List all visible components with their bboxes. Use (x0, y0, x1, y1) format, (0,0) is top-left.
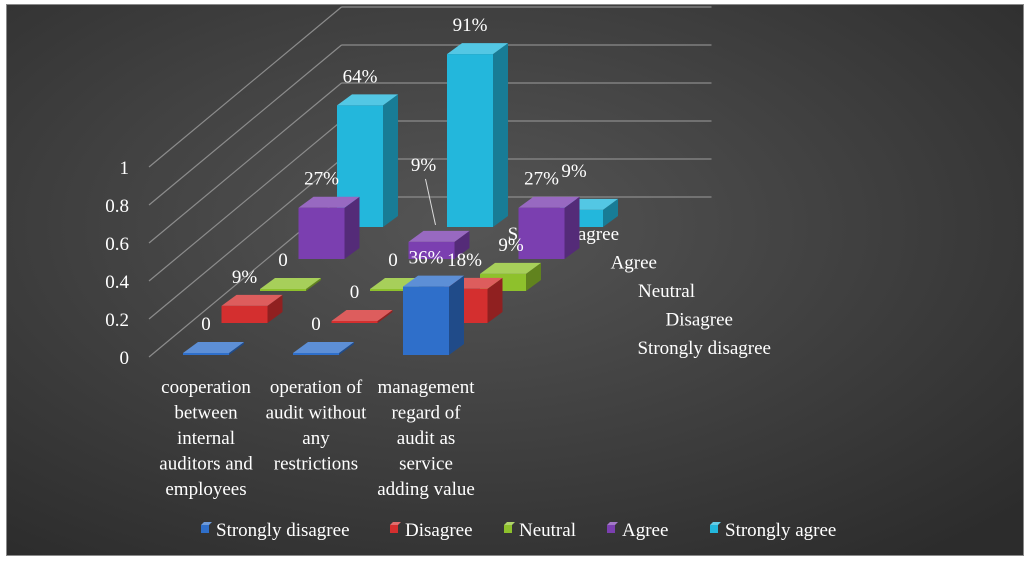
y-tick-label: 0 (120, 348, 130, 369)
chart-frame: 0 0.2 0.4 0.6 0.8 1 Strongly disagree Disagree… (6, 4, 1024, 556)
depth-axis-label: Agree (611, 253, 657, 274)
category-label-line: auditors and (159, 454, 253, 475)
legend-swatch (504, 525, 512, 533)
legend-label: Disagree (405, 520, 473, 541)
category-label-line: operation of (270, 377, 363, 398)
bar (221, 294, 283, 323)
gridline-side (148, 82, 342, 244)
y-tick-label: 0.8 (105, 196, 129, 217)
gridline-side (148, 158, 342, 320)
bar (260, 278, 321, 291)
category-label-line: management (377, 377, 475, 398)
legend-swatch (201, 525, 209, 533)
legend-label: Strongly disagree (216, 520, 350, 541)
data-label: 0 (201, 314, 211, 335)
category-label-line: any (302, 428, 330, 449)
category-label-line: audit without (266, 403, 368, 424)
depth-axis-label: Disagree (665, 310, 733, 331)
legend-label: Neutral (519, 520, 576, 541)
back-wall-gridlines (148, 6, 712, 358)
data-label: 27% (304, 169, 339, 190)
data-label: 36% (409, 248, 444, 269)
category-label-line: adding value (377, 479, 475, 500)
data-labels: 64%91%9%27%9%27%0 09%9%018%0 036% (201, 15, 587, 335)
legend-swatch (607, 525, 615, 533)
category-label-line: between (174, 403, 238, 424)
legend-label: Strongly agree (725, 520, 836, 541)
depth-axis-label: Strongly disagree (637, 338, 771, 359)
bar (183, 342, 244, 355)
bar (403, 275, 464, 355)
bar (293, 342, 354, 355)
legend-swatch (390, 525, 398, 533)
bars (183, 43, 618, 355)
bar (447, 43, 508, 227)
y-tick-label: 1 (120, 158, 130, 179)
legend-swatch-top (390, 522, 401, 525)
depth-axis-label: Neutral (638, 281, 695, 302)
legend-swatch-top (504, 522, 515, 525)
data-label: 18% (447, 250, 482, 271)
legend-swatch-top (710, 522, 721, 525)
category-label-line: cooperation (161, 377, 251, 398)
bar (518, 196, 580, 259)
legend: Strongly disagree Disagree Neutral Agree Str… (201, 520, 836, 541)
data-label: 0 (388, 250, 398, 271)
data-label: 91% (453, 15, 488, 36)
data-label: 9% (561, 161, 587, 182)
gridline-side (148, 120, 342, 282)
category-label-line: audit as (397, 428, 456, 449)
gridline-side (148, 44, 342, 206)
gridline-side (148, 6, 342, 168)
data-label: 27% (524, 169, 559, 190)
leader-line (425, 178, 436, 226)
legend-swatch-top (607, 522, 618, 525)
legend-swatch-top (201, 522, 212, 525)
y-tick-label: 0.4 (105, 272, 129, 293)
y-tick-label: 0.2 (105, 310, 129, 331)
category-label-line: service (399, 454, 453, 475)
category-label-line: regard of (391, 403, 461, 424)
bar (298, 196, 360, 259)
category-label-line: internal (177, 428, 235, 449)
bar (408, 230, 470, 259)
y-axis-ticks: 0 0.2 0.4 0.6 0.8 1 (105, 158, 129, 369)
category-label-line: employees (165, 479, 246, 500)
data-label: 9% (232, 267, 258, 288)
data-label: 0 (311, 314, 321, 335)
legend-label: Agree (622, 520, 668, 541)
data-label: 0 (278, 250, 288, 271)
category-axis-labels: cooperation between internal auditors and em… (159, 377, 475, 500)
bar (331, 310, 393, 323)
y-tick-label: 0.6 (105, 234, 129, 255)
data-label: 9% (411, 155, 437, 176)
data-label: 9% (498, 235, 524, 256)
data-label: 64% (343, 66, 378, 87)
category-label-line: restrictions (274, 454, 358, 475)
chart-3d-column: 0 0.2 0.4 0.6 0.8 1 Strongly disagree Disagree… (7, 5, 1023, 555)
legend-swatch (710, 525, 718, 533)
data-label: 0 (350, 282, 360, 303)
